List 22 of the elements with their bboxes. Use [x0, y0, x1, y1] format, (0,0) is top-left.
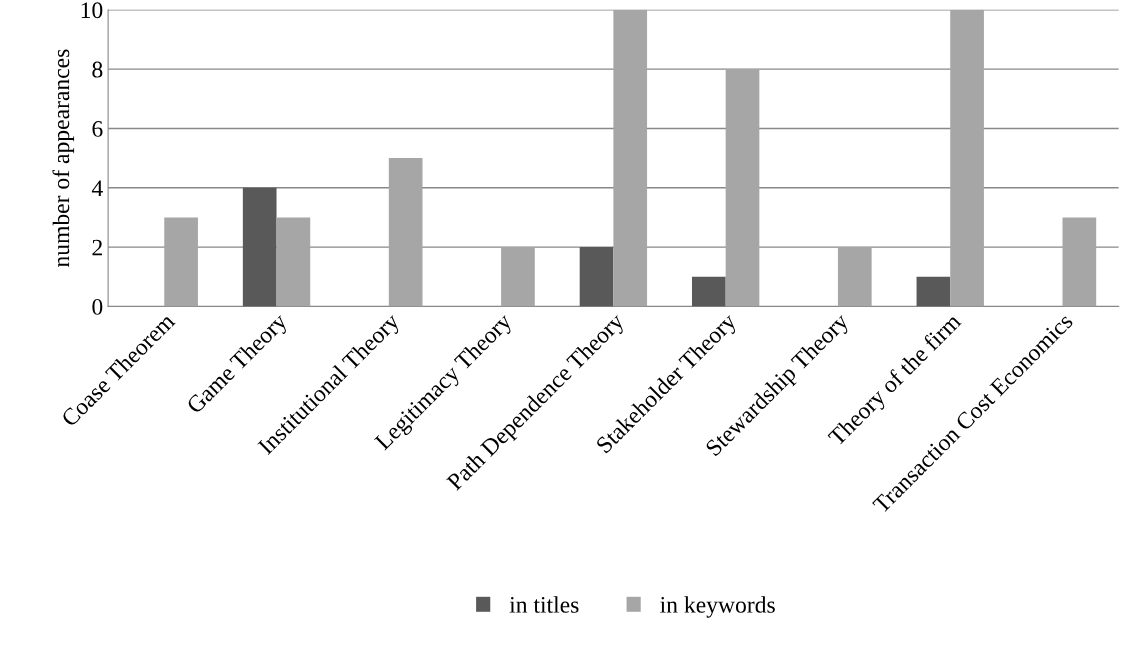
- legend-label: in titles: [509, 596, 579, 613]
- y-axis-title: number of appearances: [52, 49, 75, 268]
- bar: [1062, 217, 1097, 307]
- bar: [388, 158, 423, 307]
- bar: [242, 187, 277, 307]
- bar: [691, 276, 726, 307]
- bar: [276, 217, 311, 307]
- bar: [579, 247, 614, 307]
- bar: [725, 69, 760, 307]
- bar: [837, 247, 872, 307]
- y-tick-label: 6: [92, 121, 103, 137]
- bar: [613, 9, 648, 307]
- y-tick-label: 2: [92, 239, 102, 256]
- y-tick-label: 0: [92, 298, 103, 315]
- bar: [950, 9, 984, 307]
- bar: [916, 276, 951, 307]
- y-tick-label: 8: [92, 61, 103, 78]
- legend-label: in keywords: [660, 596, 775, 618]
- bar: [501, 247, 535, 307]
- y-tick-label: 4: [91, 180, 103, 196]
- y-tick-label: 10: [81, 2, 103, 19]
- bar: [164, 217, 198, 307]
